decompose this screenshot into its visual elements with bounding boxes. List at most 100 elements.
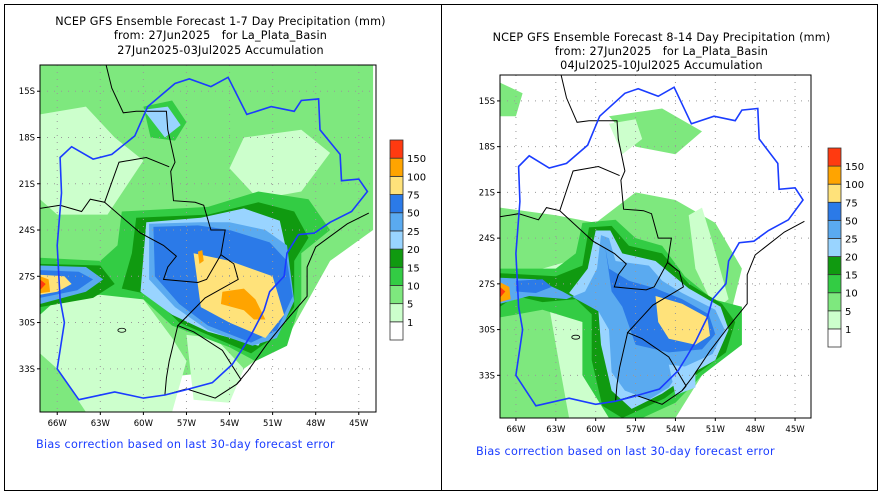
precip-contour-1mm [229,129,331,200]
y-tick-label: 30S [19,319,35,329]
colorbar-label: 10 [407,281,420,292]
x-tick-label: 45W [349,419,369,429]
country-border [500,165,620,221]
y-tick-label: 27S [479,280,495,290]
y-tick-label: 27S [19,272,35,282]
precip-contour-1mm [40,291,187,412]
map-frame [499,74,812,419]
x-tick-label: 45W [785,425,805,435]
colorbar-label: 100 [407,172,426,183]
y-tick-label: 21S [479,188,495,198]
country-border [104,201,222,284]
colorbar-label: 15 [845,271,858,282]
precip-contour-100mm [40,276,51,294]
precip-contour-25mm [500,235,725,400]
x-tick-label: 51W [706,425,726,435]
country-border [40,156,170,213]
colorbar-label: 75 [407,191,420,202]
precip-contour-50mm [515,279,552,293]
precip-map: 66W 63W 60W 57W 54W 51W 48W 45W 15S 18S 21S 24S 27S 3… [479,74,864,435]
colorbar-swatch [827,310,842,330]
x-tick-label: 60W [134,419,154,429]
y-tick-label: 33S [479,371,495,381]
colorbar-label: 15 [407,263,420,274]
colorbar-label: 25 [407,227,420,238]
y-tick-label: 15S [19,87,35,97]
colorbar-swatch [389,157,404,177]
precip-field [500,75,811,418]
colorbar-swatch [827,292,842,312]
y-tick-label: 15S [479,97,495,107]
precip-contour-150mm [40,279,46,291]
colorbar-label: 20 [845,253,858,264]
precip-contour-100mm [500,282,511,303]
x-tick-label: 51W [263,419,283,429]
colorbar-swatch [827,256,842,276]
colorbar-label: 1 [407,318,413,329]
colorbar-label: 10 [845,289,858,300]
panel-title-line1: NCEP GFS Ensemble Forecast 8-14 Day Prec… [492,31,831,44]
y-tick-label: 30S [479,326,495,336]
panel-title-line3: 27Jun2025-03Jul2025 Accumulation [117,44,324,57]
colorbar-swatch [389,175,404,195]
country-border [681,220,805,391]
x-tick-label: 66W [48,419,68,429]
panel-title-line2: from: 27Jun2025 for La_Plata_Basin [113,29,328,42]
x-tick-label: 57W [177,419,197,429]
colorbar-label: 150 [407,154,426,165]
colorbar-label: 150 [845,162,864,173]
panel-divider [441,4,442,491]
precip-contour-150mm [500,286,506,298]
bias-footer: Bias correction based on last 30-day for… [476,445,775,458]
precip-contour-20mm [143,106,181,138]
colorbar-swatch [389,285,404,305]
map-frame [39,64,377,413]
x-tick-label: 48W [306,419,326,429]
panel-title-line1: NCEP GFS Ensemble Forecast 1-7 Day Preci… [55,15,386,28]
colorbar-label: 25 [845,234,858,245]
y-tick-label: 33S [19,365,35,375]
colorbar-label: 50 [407,209,420,220]
precip-contour-100mm [220,288,266,320]
colorbar-swatch [389,248,404,268]
x-tick-label: 54W [666,425,686,435]
panel-week1: NCEP GFS Ensemble Forecast 1-7 Day Preci… [19,15,426,451]
x-tick-label: 57W [626,425,646,435]
colorbar-swatch [827,238,842,257]
lake-outline [117,327,127,333]
x-tick-label: 60W [586,425,606,435]
x-tick-label: 66W [506,425,526,435]
precip-contour-1mm [40,106,144,215]
colorbar-swatch [827,274,842,294]
country-border [236,212,370,385]
colorbar-label: 20 [407,245,420,256]
y-tick-label: 21S [19,180,35,190]
colorbar-swatch [827,201,842,221]
colorbar-label: 100 [845,180,864,191]
precip-map: 66W 63W 60W 57W 54W 51W 48W 45W 15S 18S 21S 24S 27S 3… [19,64,426,429]
precip-contour-100mm [197,250,204,264]
colorbar-swatch [389,321,404,341]
colorbar-swatch [827,165,842,185]
colorbar-label: 1 [845,325,851,336]
colorbar-label: 50 [845,216,858,227]
precip-contour-1mm [688,207,729,310]
country-border [559,210,668,291]
colorbar-label: 5 [407,300,413,311]
colorbar-swatch [827,328,842,348]
colorbar-swatch [389,303,404,323]
lake-outline [571,334,581,340]
colorbar-swatch [827,219,842,239]
basin-outline [515,86,804,407]
colorbar-label: 5 [845,307,851,318]
y-tick-label: 18S [479,143,495,153]
grid [40,65,376,412]
colorbar-swatch [389,212,404,232]
precip-field [40,65,376,412]
x-tick-label: 54W [220,419,240,429]
y-tick-label: 24S [479,234,495,244]
y-tick-label: 18S [19,133,35,143]
colorbar-swatch [389,139,404,159]
x-tick-label: 63W [546,425,566,435]
panel-week2: NCEP GFS Ensemble Forecast 8-14 Day Prec… [441,0,882,496]
